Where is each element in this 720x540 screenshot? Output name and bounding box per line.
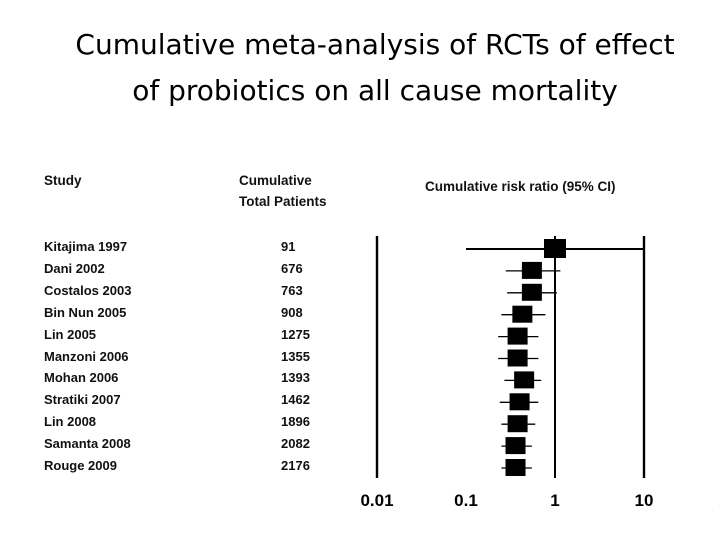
x-tick-label: 0.01	[360, 491, 393, 510]
study-label: Lin 2008	[44, 414, 97, 430]
patients-value: 1462	[281, 392, 310, 408]
point-estimate-marker	[509, 393, 530, 411]
point-estimate-marker	[544, 239, 566, 258]
patients-value: 908	[281, 304, 303, 320]
slide-title: Cumulative meta-analysis of RCTs of effe…	[0, 22, 720, 114]
point-estimate-marker	[505, 459, 526, 476]
study-label: Kitajima 1997	[44, 239, 128, 254]
point-estimate-marker	[512, 305, 533, 323]
patients-value: 2082	[281, 436, 310, 452]
x-tick-label: 100	[719, 491, 720, 510]
study-label: Costalos 2003	[44, 282, 132, 298]
study-label: Manzoni 2006	[44, 348, 129, 364]
study-label: Mohan 2006	[44, 370, 119, 386]
patients-header-line-2: Total Patients	[239, 194, 327, 209]
patients-value: 2176	[281, 458, 310, 473]
point-estimate-marker	[521, 283, 542, 301]
title-line-2: of probiotics on all cause mortality	[132, 74, 618, 107]
x-tick-label: 0.1	[454, 491, 478, 510]
title-line-1: Cumulative meta-analysis of RCTs of effe…	[75, 28, 675, 61]
patients-value: 1355	[281, 348, 310, 364]
study-column-header: Study	[44, 173, 82, 188]
ratio-column-header: Cumulative risk ratio (95% CI)	[425, 179, 616, 194]
point-estimate-marker	[507, 349, 528, 367]
point-estimate-marker	[507, 327, 528, 345]
study-label: Stratiki 2007	[44, 392, 121, 408]
patients-value: 763	[281, 282, 303, 298]
patients-header-line-1: Cumulative	[239, 173, 312, 188]
patients-column-header: Cumulative Total Patients	[239, 170, 327, 212]
patients-value: 1896	[281, 414, 310, 430]
point-estimate-marker	[505, 437, 526, 455]
patients-value: 91	[281, 239, 296, 254]
study-label: Samanta 2008	[44, 436, 131, 452]
x-tick-label: 10	[635, 491, 654, 510]
study-label: Dani 2002	[44, 260, 105, 276]
patients-value: 1275	[281, 326, 310, 342]
study-label: Bin Nun 2005	[44, 304, 127, 320]
point-estimate-marker	[507, 415, 528, 433]
point-estimate-marker	[514, 371, 535, 389]
point-estimate-marker	[521, 261, 542, 279]
patients-value: 676	[281, 260, 303, 276]
x-tick-label: 1	[550, 491, 559, 510]
patients-value: 1393	[281, 370, 310, 386]
study-label: Rouge 2009	[44, 458, 117, 473]
study-label: Lin 2005	[44, 326, 97, 342]
